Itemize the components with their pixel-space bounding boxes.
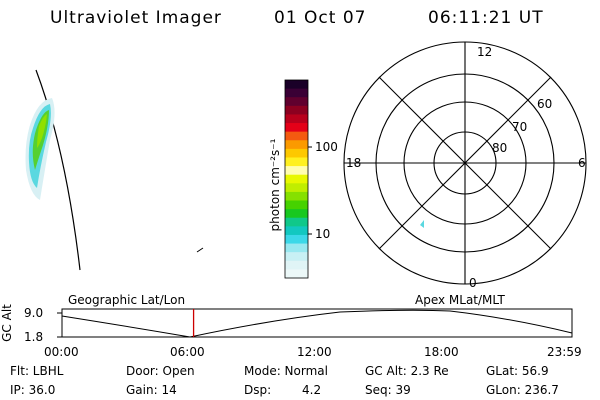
colorbar-segment	[285, 157, 308, 167]
filter-info: Flt: LBHL	[10, 364, 64, 378]
altitude-curve	[61, 309, 573, 338]
lat-label-60: 60	[537, 97, 553, 111]
door-info: Door: Open	[126, 364, 195, 378]
gc-alt-axis-label: GC Alt	[0, 304, 14, 342]
y-tick-1-8: 1.8	[24, 330, 44, 344]
colorbar-segment	[285, 200, 308, 210]
lat-label-80: 80	[492, 141, 508, 155]
colorbar-tick-label-10: 10	[315, 227, 331, 241]
colorbar-segment	[285, 183, 308, 193]
earth-limb-line	[35, 69, 81, 271]
x-tick-2359: 23:59	[547, 345, 582, 359]
colorbar-segment	[285, 174, 308, 184]
short-tick-line	[196, 247, 204, 253]
y-tick-9: 9.0	[24, 306, 44, 320]
geographic-coord-label: Geographic Lat/Lon	[68, 293, 186, 307]
gain-info: Gain: 14	[126, 383, 177, 397]
dsp-label: Dsp:	[244, 383, 272, 397]
instrument-title: Ultraviolet Imager	[50, 8, 222, 28]
colorbar-segment	[285, 97, 308, 107]
gc-alt-info: GC Alt: 2.3 Re	[365, 364, 449, 378]
seq-info: Seq: 39	[365, 383, 411, 397]
colorbar-tick-label-100: 100	[315, 140, 338, 154]
polar-mlt-plot	[343, 41, 587, 285]
x-tick-0600: 06:00	[170, 345, 205, 359]
aurora-emission	[25, 98, 55, 200]
colorbar-segment	[285, 191, 308, 202]
geographic-image-panel	[25, 69, 204, 271]
colorbar-segment	[285, 260, 308, 270]
x-tick-1800: 18:00	[424, 345, 459, 359]
color-scale-bar	[284, 79, 309, 279]
colorbar-segment	[285, 166, 308, 176]
colorbar-segment	[285, 123, 308, 133]
colorbar-segment	[285, 131, 308, 141]
mlt-label-0: 0	[469, 276, 477, 290]
colorbar-segment	[285, 252, 308, 262]
colorbar-segment	[285, 105, 308, 115]
lat-label-70: 70	[512, 120, 528, 134]
colorbar-segment	[285, 269, 308, 279]
colorbar-segment	[285, 148, 308, 158]
colorbar-segment	[285, 243, 308, 253]
colorbar-ticks	[308, 146, 312, 235]
mlt-label-18: 18	[346, 156, 362, 170]
colorbar-border	[284, 79, 309, 279]
apex-coord-label: Apex MLat/MLT	[415, 293, 505, 307]
ip-info: IP: 36.0	[10, 383, 56, 397]
colorbar-segment	[285, 80, 308, 90]
glon-info: GLon: 236.7	[486, 383, 559, 397]
colorbar-segment	[285, 140, 308, 150]
colorbar-segment	[285, 209, 308, 219]
colorbar-segment	[285, 88, 308, 98]
mlt-label-12: 12	[477, 45, 493, 59]
colorbar-segment	[285, 114, 308, 124]
x-tick-1200: 12:00	[297, 345, 332, 359]
altitude-timeline	[57, 308, 573, 338]
colorbar-unit-label: photon cm⁻²s⁻¹	[268, 138, 282, 232]
x-tick-0000: 00:00	[44, 345, 79, 359]
date-label: 01 Oct 07	[274, 8, 367, 28]
dsp-value: 4.2	[302, 383, 322, 397]
time-label: 06:11:21 UT	[428, 8, 544, 28]
glat-info: GLat: 56.9	[486, 364, 549, 378]
colorbar-segment	[285, 226, 308, 236]
mode-info: Mode: Normal	[244, 364, 328, 378]
colorbar-segment	[285, 217, 308, 227]
mlt-label-6: 6	[578, 156, 586, 170]
colorbar-segment	[285, 234, 308, 245]
